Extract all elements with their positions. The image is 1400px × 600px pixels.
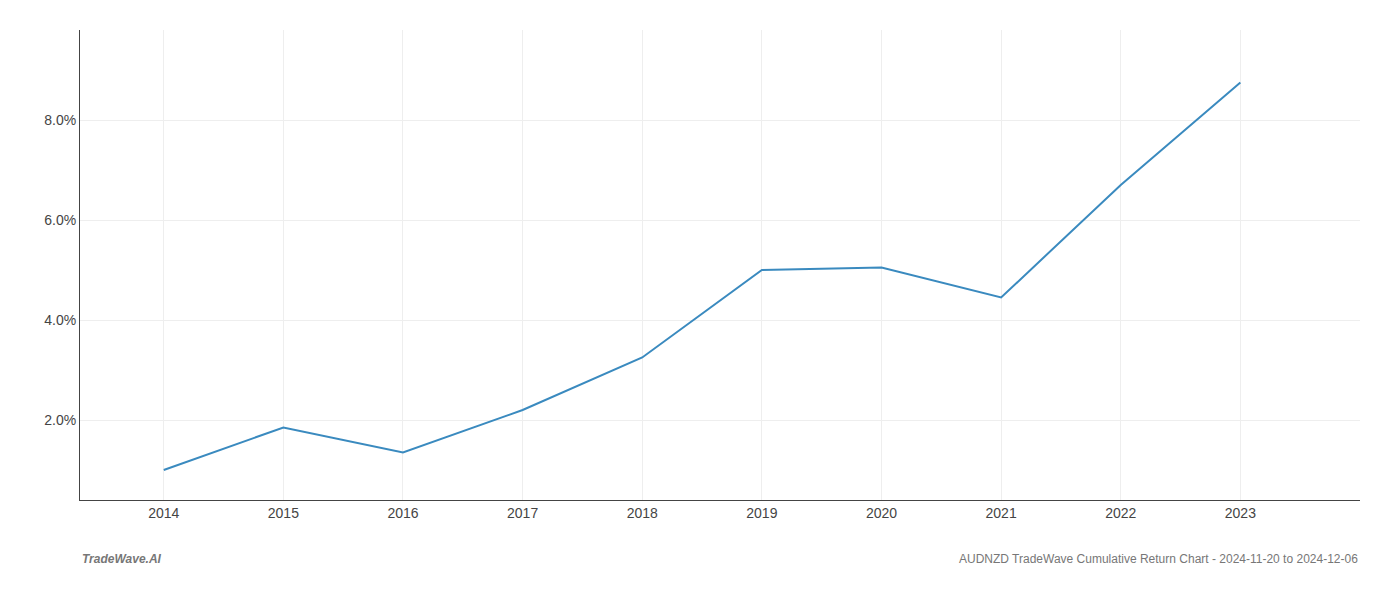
svg-text:AUDNZD TradeWave Cumulative Re: AUDNZD TradeWave Cumulative Return Chart… <box>959 552 1358 566</box>
svg-text:6.0%: 6.0% <box>44 212 76 228</box>
svg-text:2.0%: 2.0% <box>44 412 76 428</box>
svg-text:2017: 2017 <box>507 505 538 521</box>
svg-text:2016: 2016 <box>387 505 418 521</box>
svg-text:8.0%: 8.0% <box>44 112 76 128</box>
svg-text:2014: 2014 <box>148 505 179 521</box>
svg-text:2019: 2019 <box>746 505 777 521</box>
svg-text:TradeWave.AI: TradeWave.AI <box>82 552 162 566</box>
svg-text:2022: 2022 <box>1105 505 1136 521</box>
svg-text:2020: 2020 <box>866 505 897 521</box>
svg-text:2018: 2018 <box>627 505 658 521</box>
svg-text:2023: 2023 <box>1225 505 1256 521</box>
svg-text:2015: 2015 <box>268 505 299 521</box>
svg-text:4.0%: 4.0% <box>44 312 76 328</box>
svg-text:2021: 2021 <box>986 505 1017 521</box>
